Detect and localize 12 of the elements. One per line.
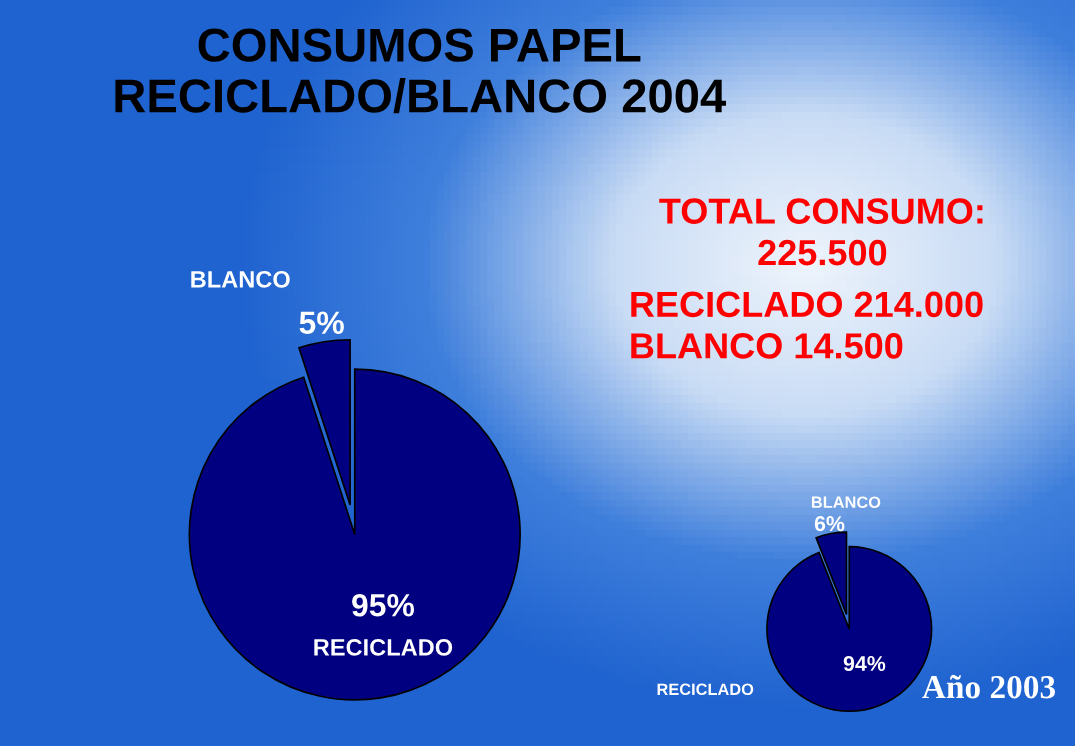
slice-label: BLANCO (811, 496, 881, 509)
data-label: 6% (814, 516, 845, 532)
slice-label: BLANCO (191, 270, 290, 288)
text: Año 2003 (922, 674, 1055, 699)
data-label: 94% (843, 655, 886, 672)
text: RECICLADO 214.000 BLANCO 14.500 (631, 291, 983, 359)
slice-label: RECICLADO (314, 638, 453, 656)
text: TOTAL CONSUMO: 225.500 (659, 198, 983, 266)
chart-title: CONSUMOS PAPEL RECICLADO/BLANCO 2004 (115, 28, 726, 114)
slice-label: RECICLADO (657, 683, 754, 696)
data-label: 5% (299, 311, 344, 334)
data-label: 95% (352, 593, 415, 617)
